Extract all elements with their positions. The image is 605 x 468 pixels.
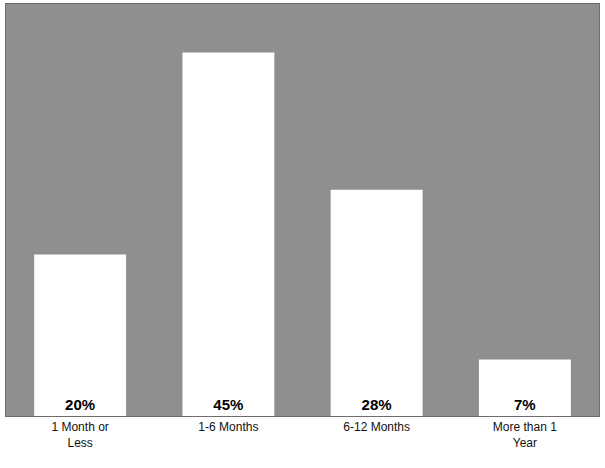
svg-text:6-12 Months: 6-12 Months: [343, 420, 410, 434]
svg-text:45%: 45%: [213, 396, 243, 413]
svg-text:20%: 20%: [65, 396, 95, 413]
svg-text:7%: 7%: [514, 396, 536, 413]
svg-text:28%: 28%: [362, 396, 392, 413]
svg-text:1 Month orLess: 1 Month orLess: [51, 420, 108, 450]
svg-text:1-6 Months: 1-6 Months: [198, 420, 258, 434]
svg-text:More than 1Year: More than 1Year: [493, 420, 557, 450]
